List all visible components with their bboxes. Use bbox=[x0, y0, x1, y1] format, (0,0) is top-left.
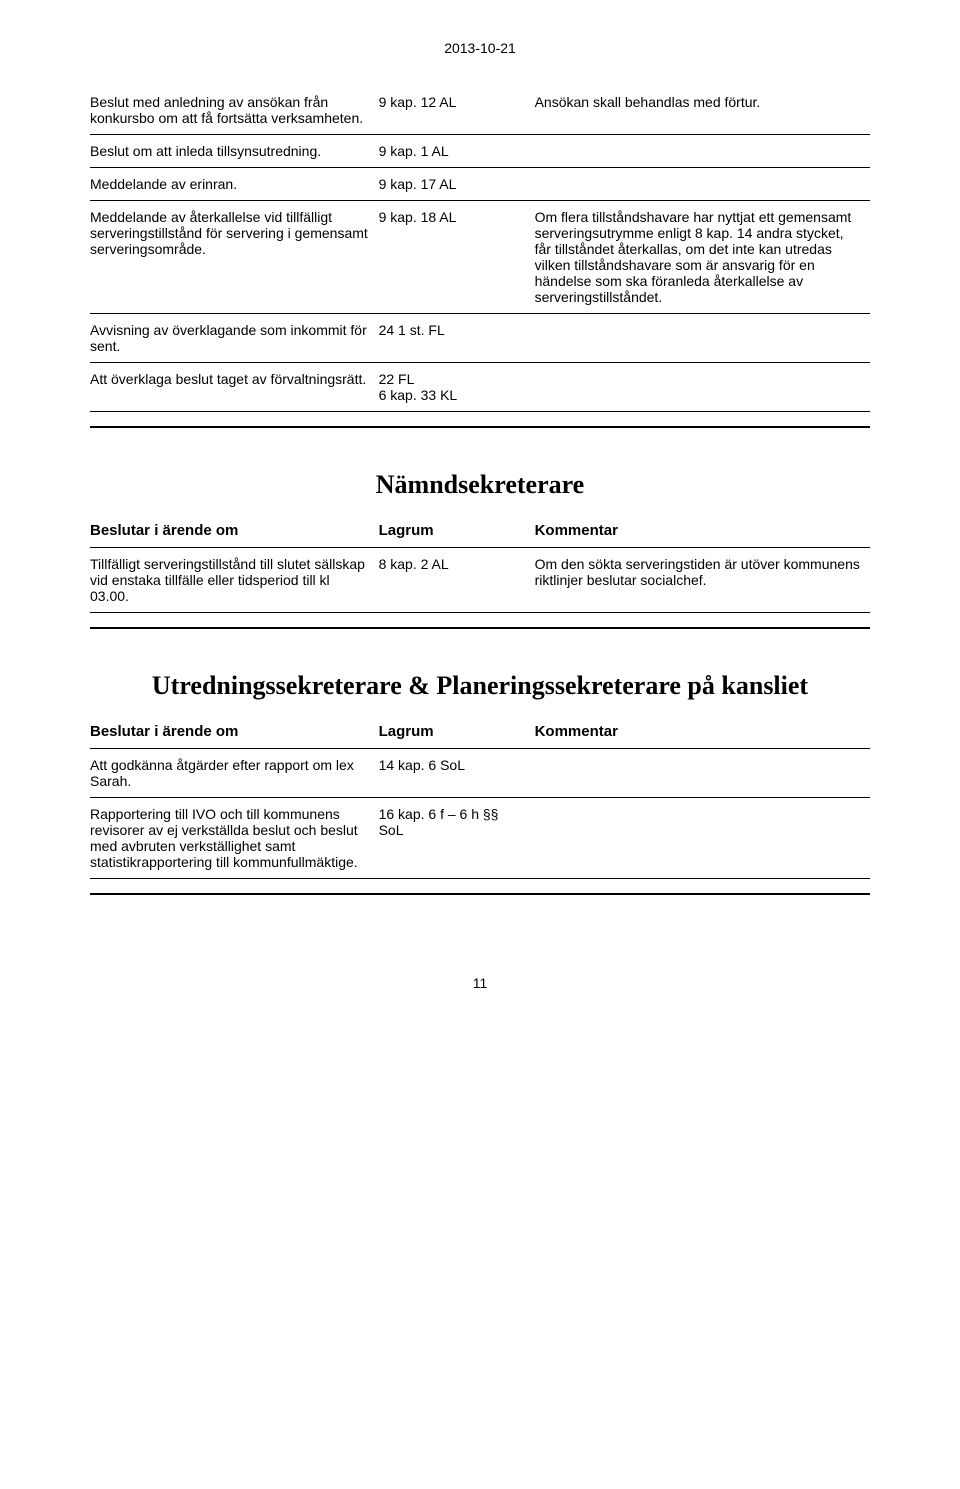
cell-lagrum: 16 kap. 6 f – 6 h §§ SoL bbox=[379, 798, 535, 879]
col-header-kommentar: Kommentar bbox=[535, 514, 870, 548]
table-3: Beslutar i ärende om Lagrum Kommentar At… bbox=[90, 715, 870, 879]
table-row: Beslut om att inleda tillsynsutredning.9… bbox=[90, 135, 870, 168]
cell-arende: Meddelande av återkallelse vid tillfälli… bbox=[90, 201, 379, 314]
cell-kommentar bbox=[535, 363, 870, 412]
cell-lagrum: 9 kap. 12 AL bbox=[379, 86, 535, 135]
cell-arende: Meddelande av erinran. bbox=[90, 168, 379, 201]
cell-lagrum: 8 kap. 2 AL bbox=[379, 548, 535, 613]
cell-arende: Avvisning av överklagande som inkommit f… bbox=[90, 314, 379, 363]
col-header-arende: Beslutar i ärende om bbox=[90, 715, 379, 749]
table-1: Beslut med anledning av ansökan från kon… bbox=[90, 86, 870, 412]
cell-arende: Att godkänna åtgärder efter rapport om l… bbox=[90, 749, 379, 798]
col-header-lagrum: Lagrum bbox=[379, 715, 535, 749]
col-header-kommentar: Kommentar bbox=[535, 715, 870, 749]
section-heading-namndsekreterare: Nämndsekreterare bbox=[90, 470, 870, 500]
cell-lagrum: 24 1 st. FL bbox=[379, 314, 535, 363]
table-row: Meddelande av erinran.9 kap. 17 AL bbox=[90, 168, 870, 201]
cell-kommentar bbox=[535, 798, 870, 879]
cell-arende: Beslut om att inleda tillsynsutredning. bbox=[90, 135, 379, 168]
cell-lagrum: 9 kap. 17 AL bbox=[379, 168, 535, 201]
page-number: 11 bbox=[90, 975, 870, 991]
table-row: Att överklaga beslut taget av förvaltnin… bbox=[90, 363, 870, 412]
table-row: Att godkänna åtgärder efter rapport om l… bbox=[90, 749, 870, 798]
date-header: 2013-10-21 bbox=[90, 40, 870, 56]
table-2-end-divider bbox=[90, 627, 870, 629]
table-header-row: Beslutar i ärende om Lagrum Kommentar bbox=[90, 715, 870, 749]
cell-kommentar bbox=[535, 135, 870, 168]
table-row: Meddelande av återkallelse vid tillfälli… bbox=[90, 201, 870, 314]
cell-lagrum: 14 kap. 6 SoL bbox=[379, 749, 535, 798]
table-header-row: Beslutar i ärende om Lagrum Kommentar bbox=[90, 514, 870, 548]
cell-lagrum: 9 kap. 18 AL bbox=[379, 201, 535, 314]
table-2: Beslutar i ärende om Lagrum Kommentar Ti… bbox=[90, 514, 870, 613]
col-header-arende: Beslutar i ärende om bbox=[90, 514, 379, 548]
table-3-end-divider bbox=[90, 893, 870, 895]
cell-kommentar: Om flera tillståndshavare har nyttjat et… bbox=[535, 201, 870, 314]
cell-lagrum: 22 FL 6 kap. 33 KL bbox=[379, 363, 535, 412]
table-row: Beslut med anledning av ansökan från kon… bbox=[90, 86, 870, 135]
cell-kommentar: Ansökan skall behandlas med förtur. bbox=[535, 86, 870, 135]
cell-lagrum: 9 kap. 1 AL bbox=[379, 135, 535, 168]
table-row: Avvisning av överklagande som inkommit f… bbox=[90, 314, 870, 363]
table-row: Tillfälligt serveringstillstånd till slu… bbox=[90, 548, 870, 613]
table-1-end-divider bbox=[90, 426, 870, 428]
cell-kommentar bbox=[535, 314, 870, 363]
table-row: Rapportering till IVO och till kommunens… bbox=[90, 798, 870, 879]
cell-arende: Tillfälligt serveringstillstånd till slu… bbox=[90, 548, 379, 613]
cell-kommentar bbox=[535, 749, 870, 798]
section-heading-utredningssekreterare: Utredningssekreterare & Planeringssekret… bbox=[90, 671, 870, 701]
cell-arende: Beslut med anledning av ansökan från kon… bbox=[90, 86, 379, 135]
cell-kommentar bbox=[535, 168, 870, 201]
col-header-lagrum: Lagrum bbox=[379, 514, 535, 548]
cell-arende: Att överklaga beslut taget av förvaltnin… bbox=[90, 363, 379, 412]
cell-arende: Rapportering till IVO och till kommunens… bbox=[90, 798, 379, 879]
cell-kommentar: Om den sökta serveringstiden är utöver k… bbox=[535, 548, 870, 613]
